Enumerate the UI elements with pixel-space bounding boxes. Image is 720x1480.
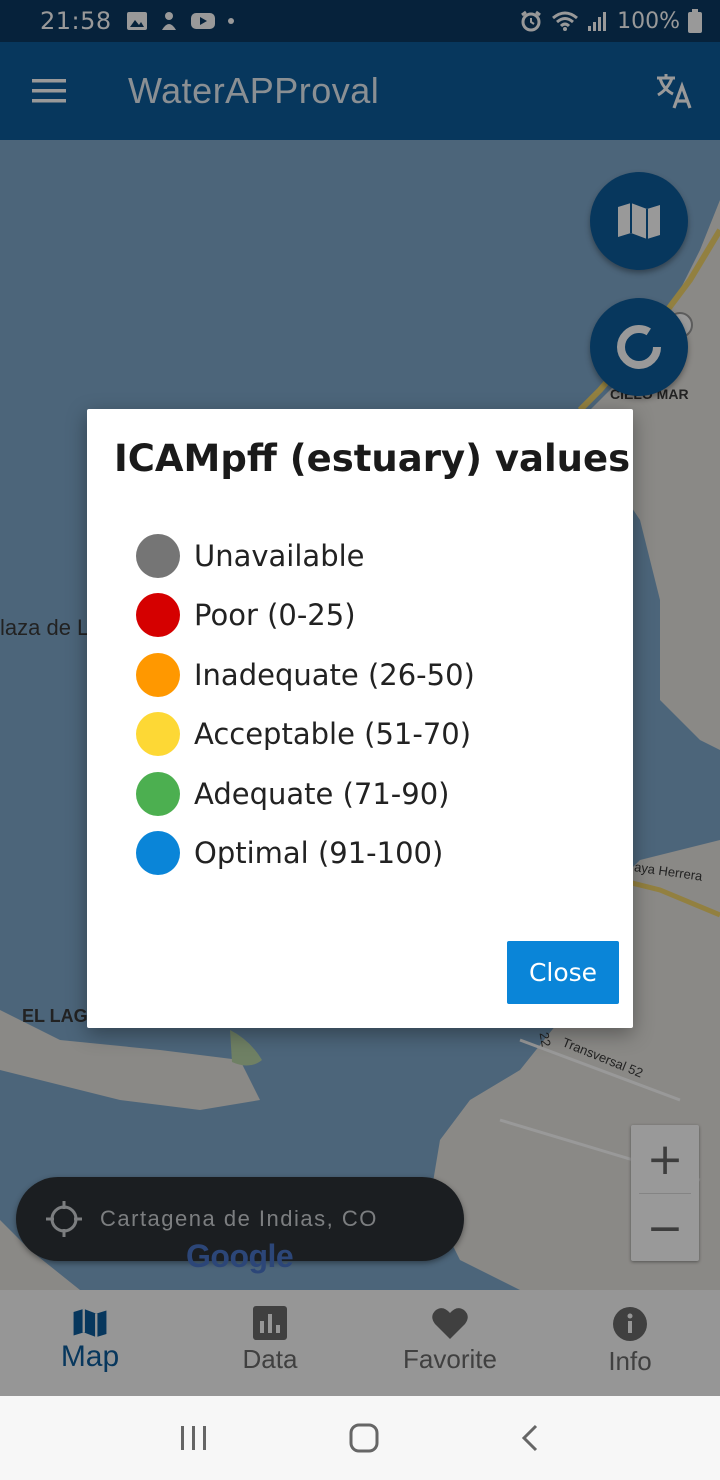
status-system-icons: 100% bbox=[519, 9, 702, 34]
donut-chart-icon bbox=[617, 325, 661, 369]
legend-dot-inadequate bbox=[136, 652, 180, 697]
signal-icon bbox=[588, 12, 607, 31]
zoom-in-button[interactable]: + bbox=[646, 1133, 684, 1185]
dialog-title: ICAMpff (estuary) values bbox=[114, 437, 631, 480]
map-label-plaza: laza de L bbox=[0, 615, 90, 640]
location-text: Cartagena de Indias, CO bbox=[100, 1206, 378, 1231]
my-location-icon bbox=[46, 1201, 82, 1237]
legend-label-optimal: Optimal (91-100) bbox=[194, 836, 444, 871]
map-layers-button[interactable] bbox=[590, 172, 688, 270]
home-icon[interactable] bbox=[348, 1422, 380, 1454]
info-icon bbox=[613, 1307, 647, 1341]
menu-button[interactable] bbox=[0, 42, 98, 140]
status-time: 21:58 bbox=[40, 7, 112, 35]
legend-item-optimal: Optimal (91-100) bbox=[136, 824, 475, 884]
recent-apps-icon[interactable] bbox=[179, 1424, 209, 1452]
legend-list: Unavailable Poor (0-25) Inadequate (26-5… bbox=[136, 526, 475, 883]
alarm-icon bbox=[521, 10, 541, 32]
status-notification-icons bbox=[126, 10, 236, 32]
zoom-controls: + − bbox=[631, 1125, 699, 1261]
nav-map[interactable]: Map bbox=[0, 1290, 180, 1396]
google-logo: Google bbox=[186, 1238, 294, 1275]
legend-label-adequate: Adequate (71-90) bbox=[194, 776, 450, 811]
hamburger-icon bbox=[32, 79, 66, 103]
legend-dot-poor bbox=[136, 593, 180, 638]
zoom-out-button[interactable]: − bbox=[646, 1202, 684, 1254]
legend-dot-optimal bbox=[136, 831, 180, 876]
legend-dot-adequate bbox=[136, 771, 180, 816]
battery-icon bbox=[688, 9, 702, 33]
youtube-icon bbox=[190, 13, 215, 29]
app-bar: WaterAPProval bbox=[0, 42, 720, 140]
nav-favorite-label: Favorite bbox=[403, 1344, 497, 1374]
legend-item-poor: Poor (0-25) bbox=[136, 586, 475, 646]
zoom-divider bbox=[639, 1193, 691, 1194]
nav-info[interactable]: Info bbox=[540, 1290, 720, 1396]
location-search-pill[interactable]: Cartagena de Indias, CO bbox=[16, 1177, 464, 1261]
legend-item-unavailable: Unavailable bbox=[136, 526, 475, 586]
wifi-icon bbox=[552, 11, 579, 31]
nav-map-label: Map bbox=[60, 1340, 120, 1373]
legend-label-poor: Poor (0-25) bbox=[194, 598, 356, 633]
battery-percent: 100% bbox=[617, 8, 680, 34]
google-attribution: Google bbox=[186, 1238, 294, 1274]
legend-item-adequate: Adequate (71-90) bbox=[136, 764, 475, 824]
legend-item-acceptable: Acceptable (51-70) bbox=[136, 705, 475, 765]
map-label-el-lago: EL LAG bbox=[22, 1006, 88, 1026]
nav-favorite[interactable]: Favorite bbox=[360, 1290, 540, 1396]
legend-label-inadequate: Inadequate (26-50) bbox=[194, 657, 475, 692]
legend-dot-acceptable bbox=[136, 712, 180, 757]
nav-data-label: Data bbox=[242, 1344, 298, 1374]
map-icon bbox=[73, 1308, 107, 1338]
close-button[interactable]: Close bbox=[507, 941, 619, 1004]
back-icon[interactable] bbox=[519, 1423, 541, 1453]
status-bar: 21:58 100% bbox=[0, 0, 720, 42]
legend-label-unavailable: Unavailable bbox=[194, 538, 365, 573]
image-icon bbox=[126, 12, 147, 30]
system-navigation-bar bbox=[0, 1396, 720, 1480]
nav-info-label: Info bbox=[608, 1346, 652, 1376]
app-title: WaterAPProval bbox=[128, 70, 380, 111]
translate-button[interactable] bbox=[630, 42, 720, 140]
chart-icon bbox=[253, 1306, 287, 1340]
bottom-navigation: Map Data Favorite Info bbox=[0, 1290, 720, 1396]
legend-item-inadequate: Inadequate (26-50) bbox=[136, 645, 475, 705]
legend-dot-unavailable bbox=[136, 533, 180, 578]
nav-data[interactable]: Data bbox=[180, 1290, 360, 1396]
translate-icon bbox=[657, 74, 692, 109]
legend-dialog: ICAMpff (estuary) values Unavailable Poo… bbox=[87, 409, 633, 1028]
heart-icon bbox=[432, 1308, 468, 1339]
map-icon bbox=[618, 203, 660, 239]
dot-icon bbox=[227, 18, 234, 24]
hand-icon bbox=[161, 12, 176, 30]
legend-label-acceptable: Acceptable (51-70) bbox=[194, 717, 472, 752]
chart-toggle-button[interactable] bbox=[590, 298, 688, 396]
